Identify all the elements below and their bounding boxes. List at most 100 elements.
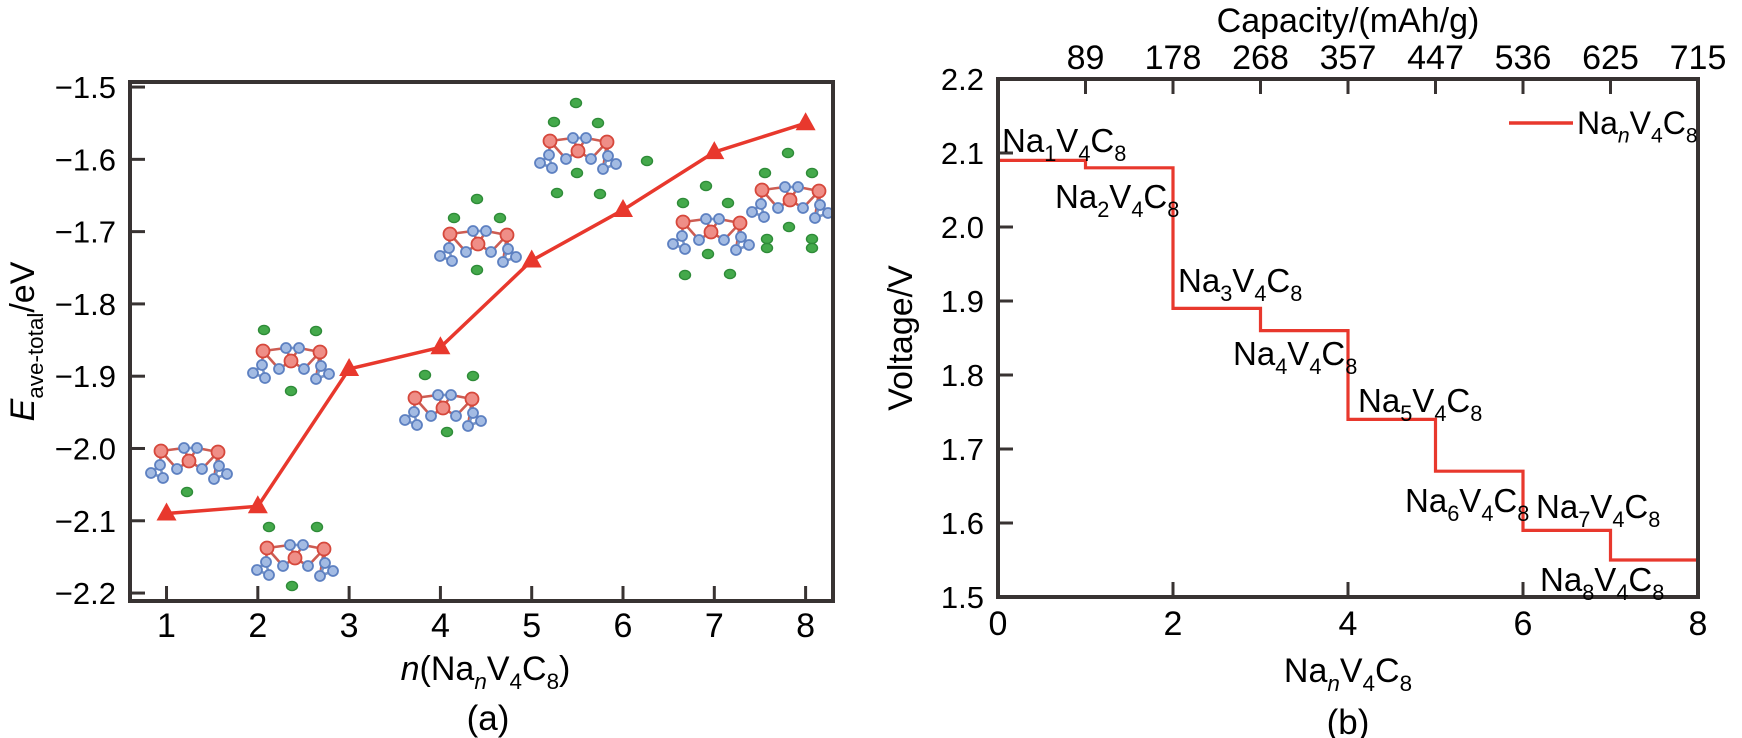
x-tick-label: 2 (248, 607, 267, 645)
carbon-atom (679, 243, 691, 255)
y-tick-label: 1.5 (941, 580, 984, 615)
carbon-atom (772, 202, 784, 214)
sodium-atom-dot (805, 233, 819, 245)
panel-a-caption: (a) (466, 699, 510, 738)
carbon-atom (191, 442, 203, 454)
capacity-tick-label: 536 (1495, 39, 1552, 77)
x-tick-label: 6 (1514, 605, 1533, 643)
carbon-atom (178, 442, 190, 454)
carbon-atom (797, 202, 809, 214)
sodium-atom-dot (593, 188, 607, 200)
energy-series-line (166, 121, 807, 516)
y-tick-label: 1.8 (941, 358, 984, 393)
molecule-structure (667, 213, 755, 256)
sodium-atom-dot (470, 264, 484, 276)
x-tick-label: 8 (1689, 605, 1708, 643)
step-label-na1: Na1V4C8 (1002, 122, 1126, 166)
sodium-atom-dot (699, 180, 713, 192)
sodium-atom-dot (547, 116, 561, 128)
sodium-atom-dot (701, 248, 715, 260)
vanadium-atom (407, 390, 423, 406)
carbon-atom (315, 360, 327, 372)
carbon-atom (602, 150, 614, 162)
carbon-atom (280, 342, 292, 354)
y-tick-label: −1.5 (55, 70, 116, 105)
carbon-atom (667, 238, 679, 250)
vanadium-atom (312, 344, 328, 360)
carbon-atom (251, 564, 263, 576)
sodium-atom-dot (262, 521, 276, 533)
sodium-atom-dot (418, 369, 432, 381)
carbon-atom (585, 153, 597, 165)
carbon-atom (534, 157, 546, 169)
sodium-atom-dot (447, 212, 461, 224)
y-tick-label: −2.2 (55, 576, 116, 611)
sodium-atom-dot (721, 197, 735, 209)
sodium-atom-dot (257, 324, 271, 336)
vanadium-atom (732, 215, 748, 231)
vanadium-atom (754, 182, 770, 198)
carbon-atom (693, 234, 705, 246)
carbon-atom (746, 206, 758, 218)
molecule-structure (534, 132, 622, 175)
molecule-structure (145, 442, 233, 485)
sodium-atom-dot (493, 212, 507, 224)
carbon-atom (327, 565, 339, 577)
y-tick-label: 1.6 (941, 506, 984, 541)
carbon-atom (755, 198, 767, 210)
triangle-marker (339, 357, 360, 376)
carbon-atom (434, 250, 446, 262)
panel-b-x-axis-title: NanV4C8 (1284, 652, 1412, 696)
sodium-atom-dot (676, 197, 690, 209)
panel-b-y-axis-title: Voltage/V (882, 265, 920, 411)
carbon-atom (676, 230, 688, 242)
carbon-atom (497, 256, 509, 268)
vanadium-atom (259, 540, 275, 556)
sodium-atom-dot (723, 268, 737, 280)
carbon-atom (467, 225, 479, 237)
vanadium-atom (287, 550, 303, 566)
sodium-atom-dot (569, 97, 583, 109)
triangle-marker (613, 198, 634, 217)
carbon-atom (597, 163, 609, 175)
step-label-na8: Na8V4C8 (1540, 561, 1664, 605)
carbon-atom (277, 560, 289, 572)
x-tick-label: 4 (431, 607, 450, 645)
carbon-atom (779, 181, 791, 193)
x-tick-label: 0 (989, 605, 1008, 643)
triangle-marker (795, 112, 816, 131)
legend: NanV4C8 (1509, 105, 1698, 148)
carbon-atom (718, 234, 730, 246)
vanadium-atom (703, 224, 719, 240)
triangle-marker (704, 141, 725, 160)
sodium-atom-dot (550, 187, 564, 199)
step-label-na2: Na2V4C8 (1055, 178, 1179, 222)
carbon-atom (809, 212, 821, 224)
sodium-atom-dot (781, 147, 795, 159)
carbon-atom (256, 359, 268, 371)
carbon-atom (221, 468, 233, 480)
carbon-atom (485, 246, 497, 258)
x-tick-label: 2 (1164, 605, 1183, 643)
sodium-atom-dot (805, 167, 819, 179)
molecule-structure (746, 181, 834, 224)
panel-a-x-axis-title: n(NanV4C8) (401, 650, 571, 694)
molecule-structure (434, 225, 522, 268)
carbon-atom (171, 463, 183, 475)
vanadium-atom (442, 226, 458, 242)
capacity-tick-label: 625 (1582, 39, 1639, 77)
sodium-atom-dot (805, 242, 819, 254)
molecule-inset-8 (746, 147, 834, 254)
carbon-atom (814, 199, 826, 211)
carbon-atom (610, 158, 622, 170)
sodium-atom-dot (758, 167, 772, 179)
carbon-atom (432, 389, 444, 401)
sodium-atom-dot (310, 521, 324, 533)
step-label-na3: Na3V4C8 (1178, 262, 1302, 306)
carbon-atom (467, 407, 479, 419)
carbon-atom (302, 560, 314, 572)
vanadium-atom (811, 183, 827, 199)
carbon-atom (443, 242, 455, 254)
y-tick-label: 2.1 (941, 136, 984, 171)
vanadium-atom (255, 343, 271, 359)
